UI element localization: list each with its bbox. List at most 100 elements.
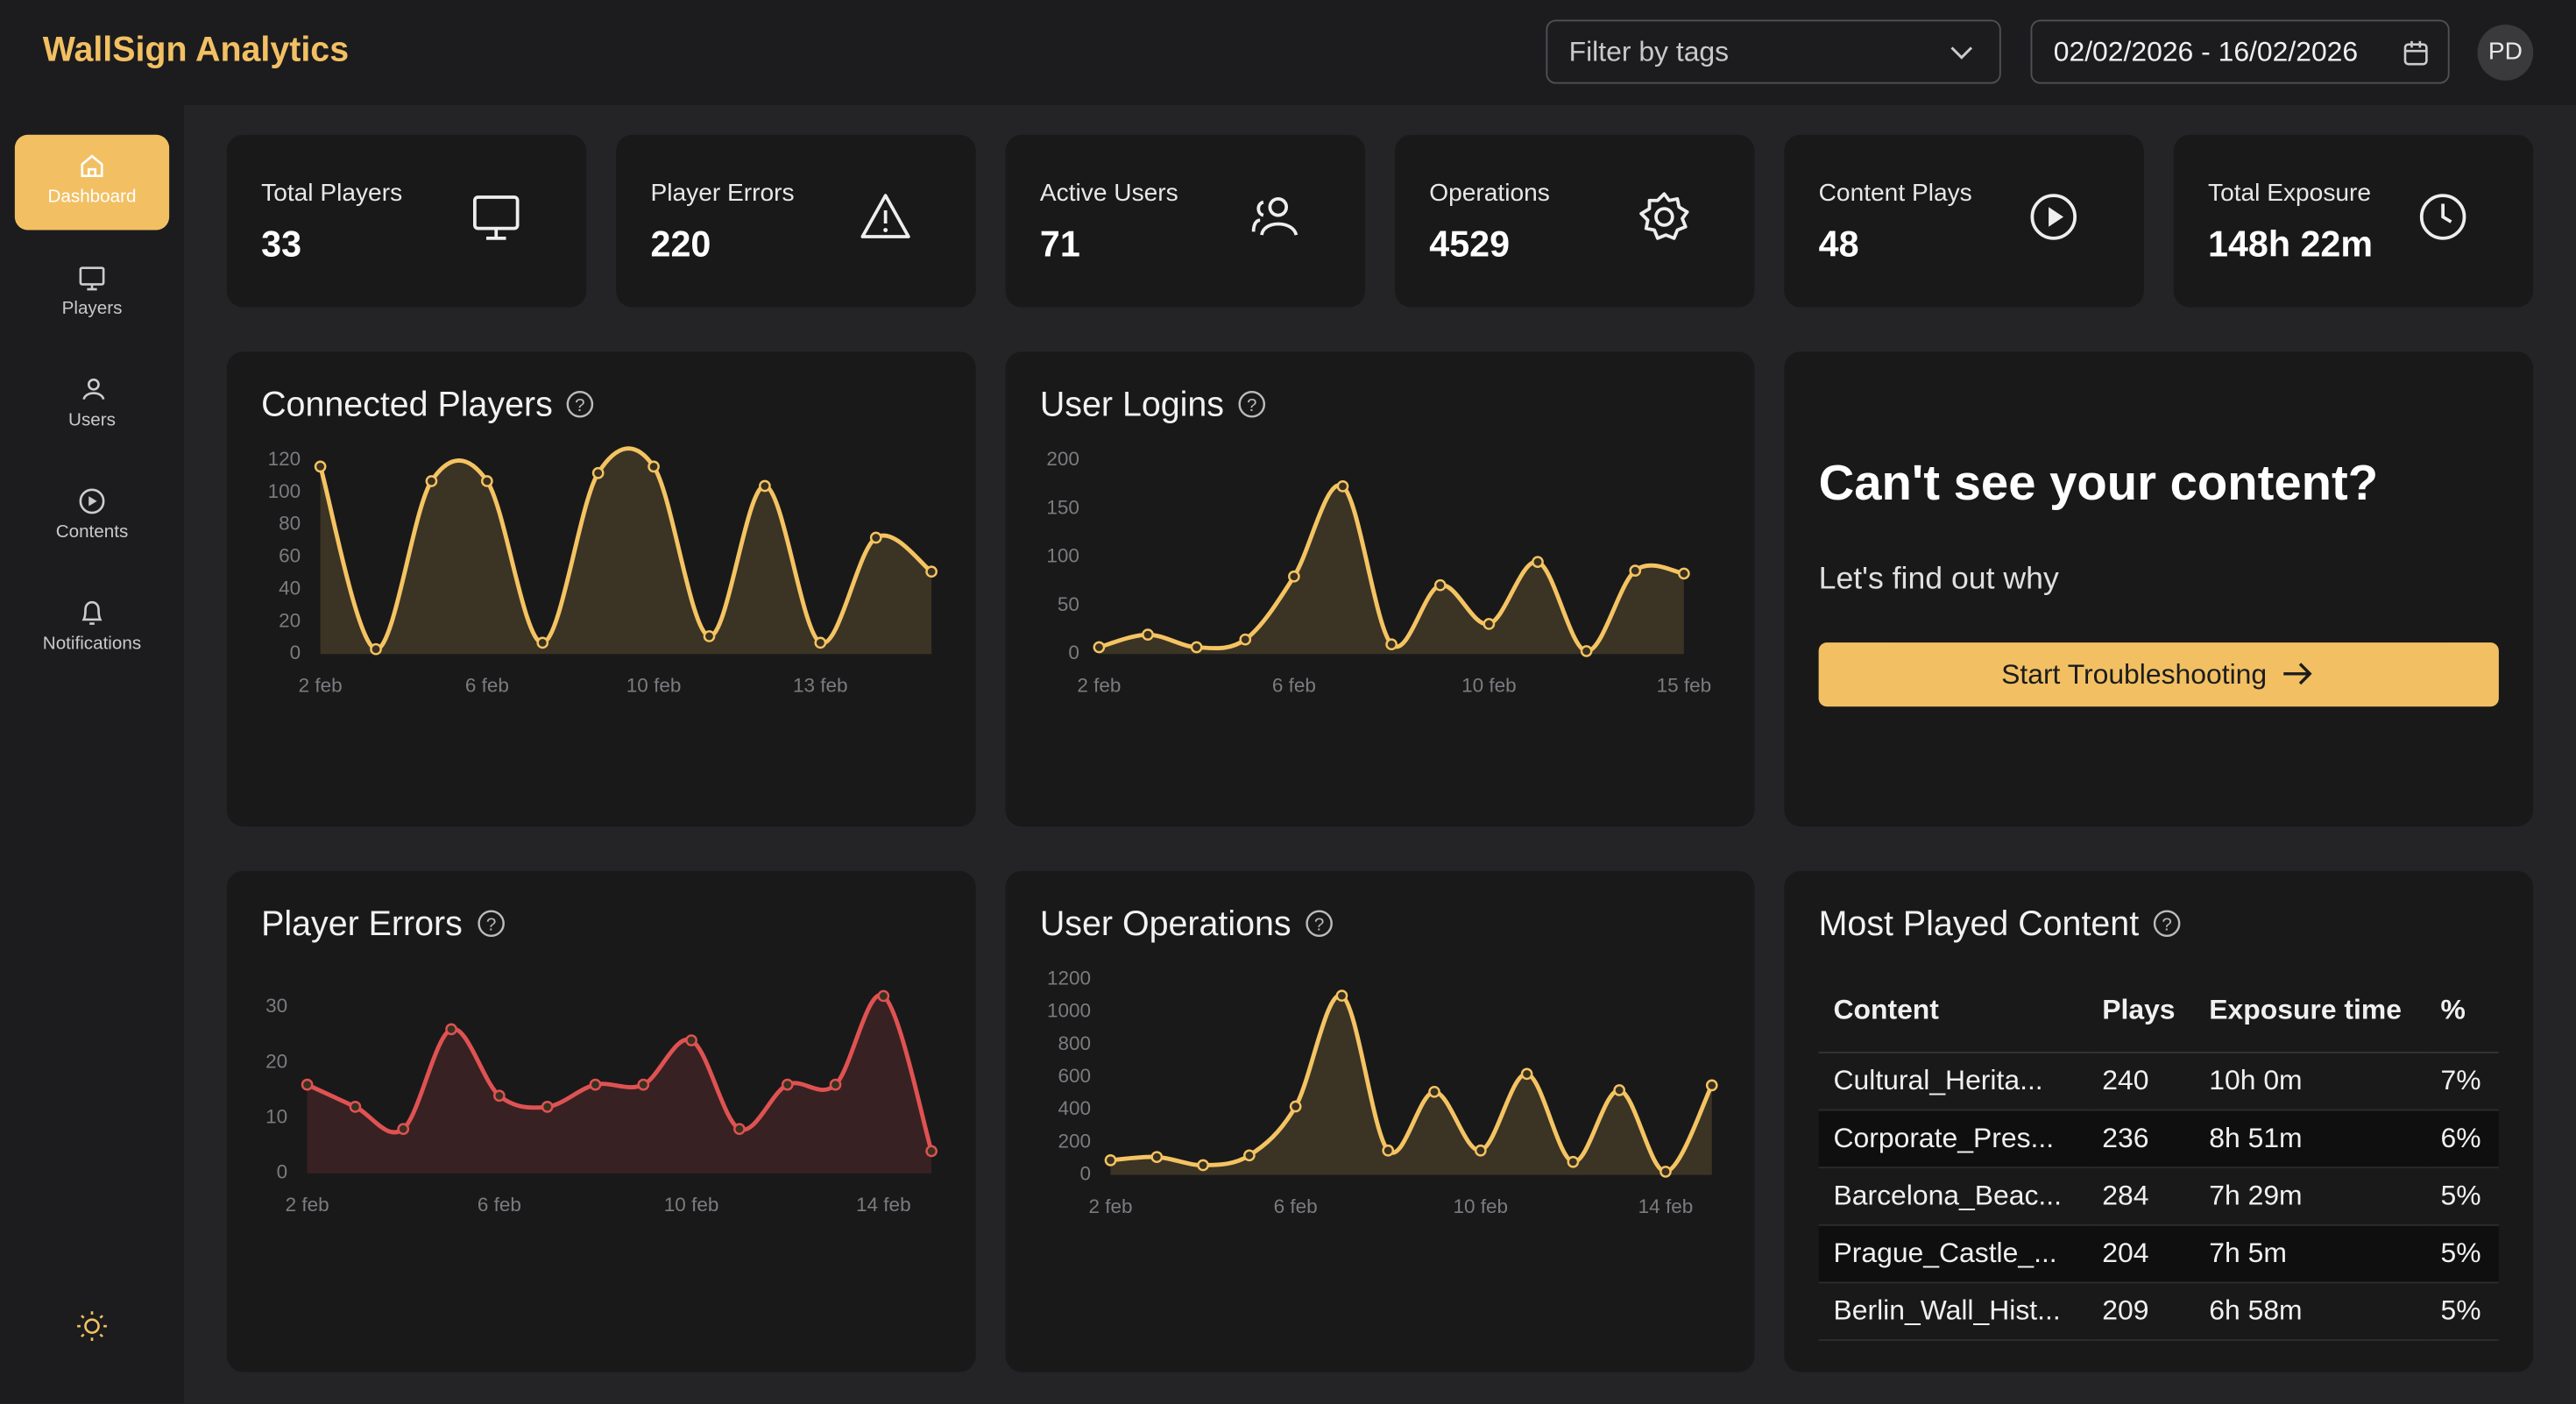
kpi-value: 33 [261, 223, 302, 265]
kpi-value: 4529 [1429, 223, 1511, 265]
home-icon [81, 154, 103, 177]
table-cell: 6% [2425, 1110, 2499, 1169]
button-label: Start Troubleshooting [2001, 658, 2268, 691]
nav-label: Contents [55, 522, 129, 542]
svg-text:?: ? [1247, 395, 1256, 415]
top-bar: WallSign Analytics Filter by tags 02/02/… [0, 0, 2576, 105]
nav-contents[interactable]: Contents [15, 470, 169, 565]
sidebar: Dashboard Players Users Contents Notific… [0, 105, 184, 1404]
help-icon[interactable]: ? [476, 909, 506, 939]
table-row: Cultural_Herita... 240 10h 0m 7% [1818, 1052, 2499, 1111]
chart-title: Player Errors [261, 905, 463, 944]
kpi-icon-svg [1251, 197, 1299, 236]
chart-card: Connected Players? [226, 351, 976, 827]
chart-title: Connected Players [261, 386, 553, 424]
nav-dashboard[interactable]: Dashboard [14, 134, 170, 230]
table-cell: 8h 51m [2194, 1110, 2426, 1169]
kpi-value: 48 [1818, 223, 1859, 265]
kpi-label: Content Plays [1818, 179, 1972, 208]
table-cell: 10h 0m [2194, 1052, 2426, 1111]
chart-card: User Operations? [1005, 870, 1755, 1372]
kpi-icon [860, 191, 912, 252]
card-title: Most Played Content? [1819, 905, 2182, 945]
help-icon[interactable]: ? [2152, 909, 2182, 939]
kpi-icon [2417, 191, 2469, 252]
promo-heading: Can't see your content? [1818, 457, 2379, 512]
table-cell: Barcelona_Beac... [1818, 1167, 2088, 1226]
play-icon [79, 488, 105, 514]
table-cell: Cultural_Herita... [1818, 1052, 2088, 1111]
nav-label: Dashboard [47, 187, 137, 208]
nav-label: Players [61, 299, 123, 319]
table-row: Barcelona_Beac... 284 7h 29m 5% [1818, 1167, 2499, 1226]
promo-card: Can't see your content? Let's find out w… [1784, 351, 2534, 827]
nav-users[interactable]: Users [15, 358, 169, 454]
kpi-icon [1249, 191, 1301, 252]
kpi-label: Total Exposure [2208, 179, 2372, 208]
table-card: Most Played Content? Content Plays Exposur… [1784, 870, 2534, 1372]
chevron-icon [1950, 46, 1973, 60]
kpi-card: Total Exposure 148h 22m [2173, 134, 2534, 308]
kpi-value: 220 [650, 223, 711, 265]
chart-card: Player Errors? [226, 870, 976, 1372]
chart-card: User Logins? [1005, 351, 1755, 827]
table-cell: 5% [2425, 1167, 2499, 1226]
bell-icon [81, 600, 103, 625]
card-title: Player Errors? [261, 905, 505, 945]
kpi-icon-svg [473, 195, 520, 240]
help-icon[interactable]: ? [1237, 389, 1267, 419]
kpi-icon [1638, 191, 1690, 252]
card-title: User Operations? [1040, 905, 1334, 945]
kpi-icon-svg [2419, 194, 2466, 240]
table-row: Berlin_Wall_Hist... 209 6h 58m 5% [1818, 1282, 2499, 1341]
column-header: Exposure time [2194, 969, 2426, 1053]
nav-notifications[interactable]: Notifications [15, 582, 169, 677]
kpi-card: Player Errors 220 [616, 134, 976, 308]
users-icon [82, 378, 105, 401]
table-title: Most Played Content [1818, 905, 2140, 944]
card-title: Connected Players? [261, 386, 595, 426]
table-cell: 5% [2425, 1224, 2499, 1284]
column-header: Content [1818, 969, 2088, 1053]
date-range[interactable]: 02/02/2026 - 16/02/2026 [2030, 19, 2450, 84]
chart-title: User Operations [1039, 905, 1292, 944]
table-cell: Prague_Castle_... [1818, 1224, 2088, 1284]
card-title: User Logins? [1040, 386, 1267, 426]
date-range-text: 02/02/2026 - 16/02/2026 [2053, 36, 2359, 67]
kpi-card: Operations 4529 [1394, 134, 1755, 308]
table-row: Prague_Castle_... 204 7h 5m 5% [1818, 1224, 2499, 1284]
kpi-label: Total Players [261, 179, 403, 208]
kpi-icon-svg [1639, 192, 1689, 240]
promo-subheading: Let's find out why [1818, 562, 2059, 597]
table-cell: 209 [2087, 1282, 2195, 1341]
nav-label: Users [68, 410, 116, 431]
table-cell: 5% [2425, 1282, 2499, 1341]
column-header: Plays [2087, 969, 2195, 1053]
svg-text:?: ? [576, 395, 585, 415]
kpi-label: Operations [1429, 179, 1550, 208]
kpi-icon [2028, 191, 2080, 252]
nav-players[interactable]: Players [15, 246, 169, 342]
table-cell: 284 [2087, 1167, 2195, 1226]
kpi-label: Player Errors [650, 179, 795, 208]
content-table: Content Plays Exposure time% Cultural_Herit… [1818, 969, 2499, 1341]
kpi-card: Active Users 71 [1005, 134, 1366, 308]
tag-filter[interactable]: Filter by tags [1546, 19, 2001, 84]
avatar[interactable]: PD [2477, 25, 2534, 81]
table-cell: 236 [2087, 1110, 2195, 1169]
kpi-card: Content Plays 48 [1784, 134, 2144, 308]
filter-placeholder: Filter by tags [1568, 36, 1730, 67]
help-icon[interactable]: ? [566, 389, 596, 419]
svg-text:?: ? [1314, 914, 1324, 934]
brand[interactable]: WallSign Analytics [42, 31, 350, 69]
chart-title: User Logins [1039, 386, 1224, 424]
theme-toggle[interactable] [75, 1309, 109, 1343]
svg-text:?: ? [2162, 914, 2171, 934]
table-cell: 7% [2425, 1052, 2499, 1111]
nav-label: Notifications [42, 634, 142, 655]
kpi-value: 148h 22m [2208, 223, 2374, 265]
troubleshoot-button[interactable]: Start Troubleshooting [1818, 642, 2499, 707]
help-icon[interactable]: ? [1305, 909, 1334, 939]
kpi-icon-svg [2030, 194, 2077, 240]
